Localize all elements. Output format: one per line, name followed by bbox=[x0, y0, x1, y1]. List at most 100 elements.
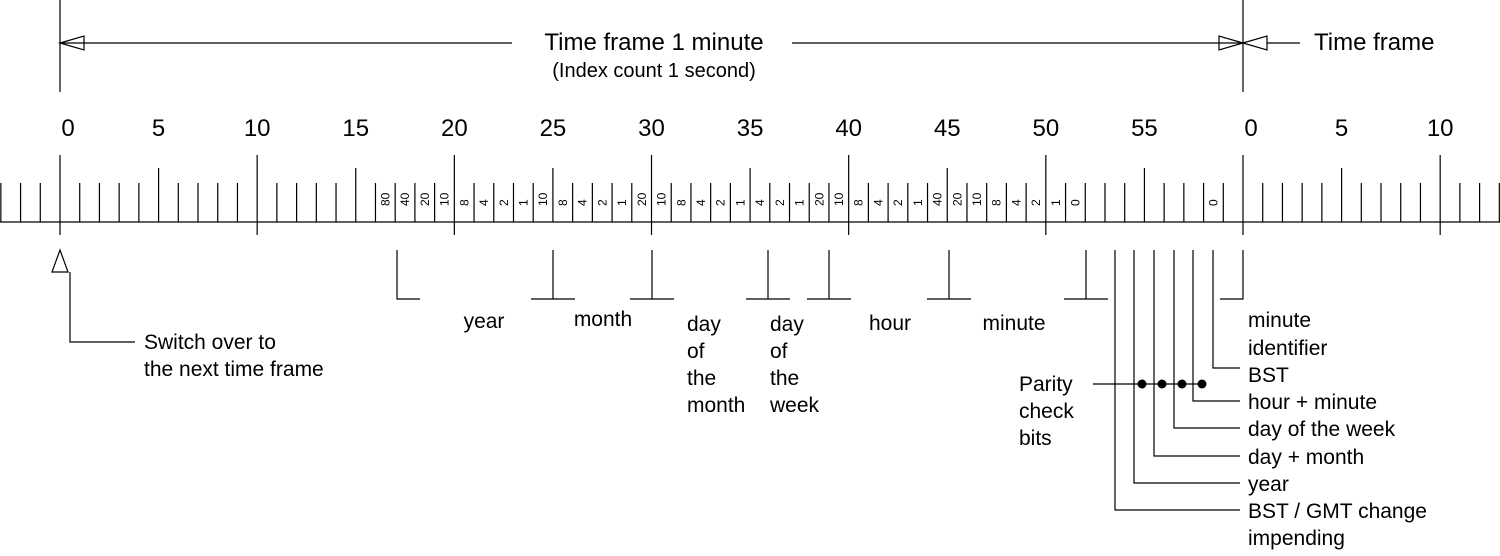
frame-title: Time frame 1 minute bbox=[544, 29, 763, 56]
field-brackets bbox=[396, 250, 1244, 300]
major-tick-label: 35 bbox=[737, 115, 764, 142]
parity-dot bbox=[1157, 379, 1167, 389]
bit-weight-label: 40 bbox=[931, 192, 945, 206]
bit-weight-label: 2 bbox=[714, 199, 728, 206]
dow-line-2: of bbox=[770, 340, 788, 363]
bit-weight-label: 10 bbox=[832, 192, 846, 206]
month-label: month bbox=[574, 308, 632, 331]
leader-day-month bbox=[1153, 250, 1240, 457]
hour-label: hour bbox=[869, 312, 911, 335]
bit-weight-label: 4 bbox=[477, 199, 491, 206]
bit-weight-label: 10 bbox=[970, 192, 984, 206]
arrowhead-left bbox=[57, 35, 85, 51]
dow-line-3: the bbox=[770, 367, 799, 390]
major-tick-label: 5 bbox=[1335, 115, 1348, 142]
bit-weight-label: 4 bbox=[753, 199, 767, 206]
arrowhead-right bbox=[1218, 35, 1246, 51]
bit-weight-label: 1 bbox=[1049, 199, 1063, 206]
frame-subtitle: (Index count 1 second) bbox=[552, 60, 755, 82]
bst-gmt-line-2: impending bbox=[1248, 527, 1345, 550]
time-frame-span: Time frame 1 minute (Index count 1 secon… bbox=[57, 0, 1434, 92]
major-tick-label: 10 bbox=[244, 115, 271, 142]
next-frame-label: Time frame bbox=[1314, 29, 1434, 56]
parity-line-3: bits bbox=[1019, 427, 1052, 450]
year-parity-label: year bbox=[1248, 473, 1289, 496]
bit-weight-label: 8 bbox=[457, 199, 471, 206]
bit-weight-label: 2 bbox=[1029, 199, 1043, 206]
dom-line-3: the bbox=[687, 367, 716, 390]
bit-weight-label: 10 bbox=[536, 192, 550, 206]
leader-day-of-week bbox=[1173, 250, 1240, 429]
minute-identifier-line-1: minute bbox=[1248, 309, 1311, 332]
bit-weight-label: 40 bbox=[398, 192, 412, 206]
switch-leader bbox=[69, 272, 135, 343]
bit-weight-label: 4 bbox=[576, 199, 590, 206]
major-tick-label: 50 bbox=[1032, 115, 1059, 142]
parity-dot bbox=[1137, 379, 1147, 389]
bit-weight-label: 20 bbox=[950, 192, 964, 206]
bit-weight-label: 10 bbox=[655, 192, 669, 206]
frame-end-bracket bbox=[1220, 250, 1244, 300]
bst-label: BST bbox=[1248, 364, 1289, 387]
parity-line-2: check bbox=[1019, 400, 1074, 423]
right-labels: minute identifier BST hour + minute day … bbox=[1248, 309, 1427, 550]
switch-arrowhead bbox=[51, 248, 69, 273]
major-tick-label: 40 bbox=[835, 115, 862, 142]
major-tick-label: 55 bbox=[1131, 115, 1158, 142]
major-tick-label: 20 bbox=[441, 115, 468, 142]
dow-line-4: week bbox=[769, 394, 820, 417]
arrowhead-next bbox=[1240, 35, 1268, 51]
bit-weight-label: 0 bbox=[1069, 199, 1083, 206]
bit-weight-label: 2 bbox=[773, 199, 787, 206]
bit-weight-label: 1 bbox=[911, 199, 925, 206]
leader-hour-minute bbox=[1192, 250, 1240, 402]
hour-minute-label: hour + minute bbox=[1248, 391, 1377, 414]
leader-year bbox=[1133, 250, 1240, 484]
major-tick-label: 5 bbox=[152, 115, 165, 142]
switch-over-line-2: the next time frame bbox=[144, 358, 324, 381]
switch-over-line-1: Switch over to bbox=[144, 331, 276, 354]
bit-weight-label: 1 bbox=[733, 199, 747, 206]
field-labels: year month day of the month day of the w… bbox=[464, 308, 1046, 417]
bit-weight-label: 2 bbox=[497, 199, 511, 206]
minute-identifier-line-2: identifier bbox=[1248, 337, 1327, 360]
major-tick-label: 25 bbox=[540, 115, 567, 142]
parity-line-1: Parity bbox=[1019, 373, 1073, 396]
seconds-ruler bbox=[0, 155, 1500, 235]
bit-weight-label: 4 bbox=[694, 199, 708, 206]
bit-weight-label: 0 bbox=[1207, 199, 1221, 206]
bit-weight-label: 1 bbox=[615, 199, 629, 206]
bit-weight-label: 20 bbox=[812, 192, 826, 206]
leader-bst bbox=[1212, 250, 1240, 369]
bit-weight-label: 8 bbox=[674, 199, 688, 206]
major-tick-label: 0 bbox=[1244, 115, 1257, 142]
bit-weight-label: 1 bbox=[517, 199, 531, 206]
bit-weight-label: 1 bbox=[793, 199, 807, 206]
major-tick-label: 45 bbox=[934, 115, 961, 142]
dom-line-1: day bbox=[687, 313, 721, 336]
dow-line-1: day bbox=[770, 313, 804, 336]
major-tick-label: 0 bbox=[61, 115, 74, 142]
bit-weight-label: 8 bbox=[990, 199, 1004, 206]
parity-dot bbox=[1177, 379, 1187, 389]
bst-gmt-line-1: BST / GMT change bbox=[1248, 500, 1427, 523]
minute-label: minute bbox=[982, 312, 1045, 335]
dom-line-4: month bbox=[687, 394, 745, 417]
bit-weight-label: 2 bbox=[891, 199, 905, 206]
dom-line-2: of bbox=[687, 340, 705, 363]
year-label: year bbox=[464, 310, 505, 333]
major-tick-label: 15 bbox=[342, 115, 369, 142]
parity-group: Parity check bits bbox=[1019, 373, 1207, 450]
leader-bst-gmt bbox=[1114, 250, 1240, 511]
bit-weight-label: 10 bbox=[438, 192, 452, 206]
bit-weight-label: 80 bbox=[379, 192, 393, 206]
switch-over-marker: Switch over to the next time frame bbox=[51, 248, 324, 381]
bit-weight-labels: 80 40 20 10 8 4 2 1 10 8 4 2 1 20 10 8 4 2 1 4 2 1 20 10 8 4 2 1 40 2… bbox=[379, 192, 1221, 206]
bit-weight-label: 20 bbox=[418, 192, 432, 206]
right-leaders bbox=[1114, 250, 1240, 511]
day-month-label: day + month bbox=[1248, 446, 1364, 469]
day-of-week-label: day of the week bbox=[1248, 418, 1396, 441]
bit-weight-label: 4 bbox=[871, 199, 885, 206]
bit-weight-label: 20 bbox=[635, 192, 649, 206]
